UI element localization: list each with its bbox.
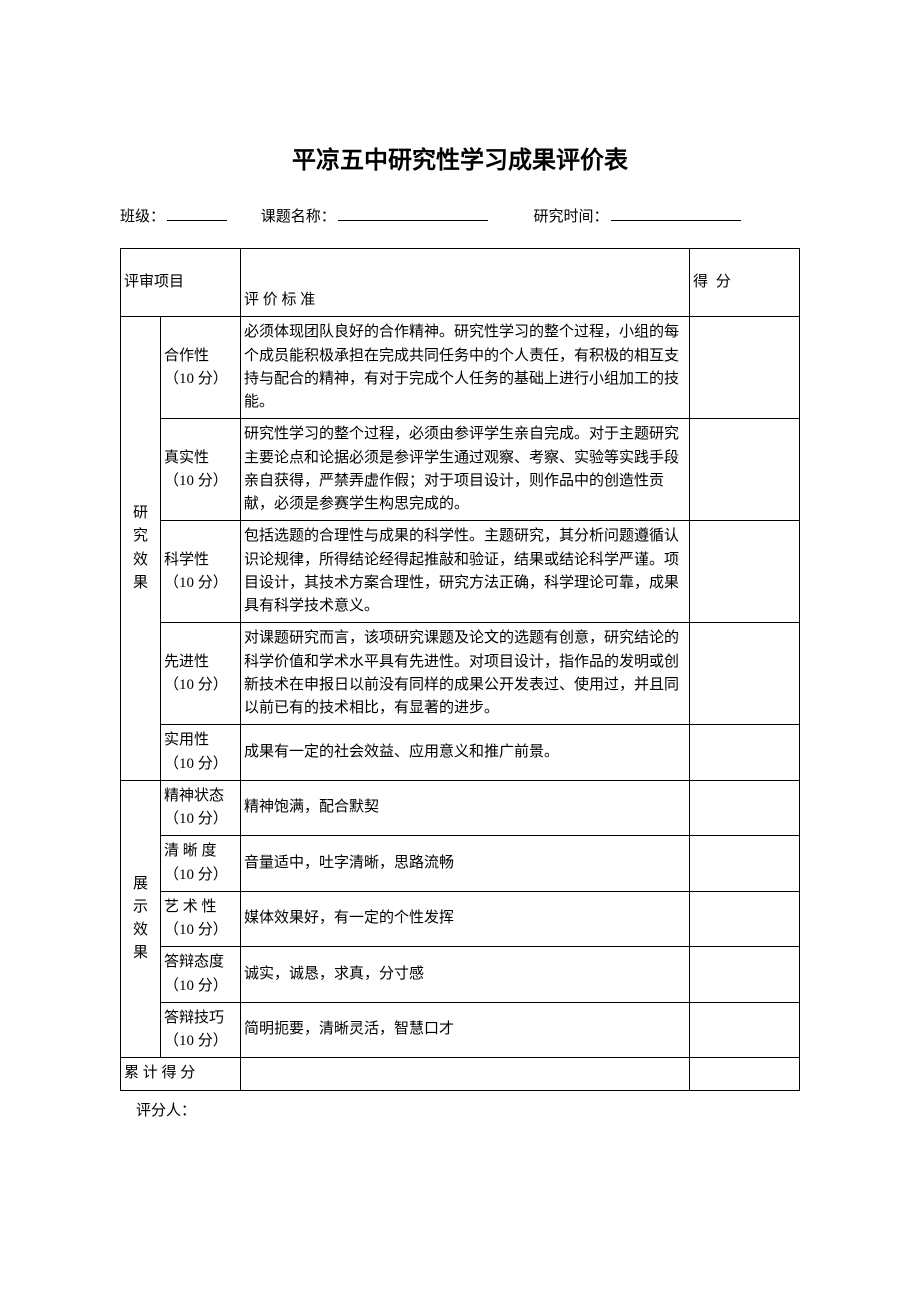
standard-cell: 研究性学习的整个过程，必须由参评学生亲自完成。对于主题研究主要论点和论据必须是参…: [241, 419, 690, 521]
topic-blank[interactable]: [338, 220, 488, 221]
total-score-cell[interactable]: [690, 1058, 800, 1090]
score-cell[interactable]: [690, 947, 800, 1003]
item-cell: 实用性（10 分）: [161, 725, 241, 781]
item-cell: 艺 术 性（10 分）: [161, 891, 241, 947]
page: 平凉五中研究性学习成果评价表 班级： 课题名称： 研究时间： 评审项目评 价 标…: [0, 0, 920, 1302]
score-cell[interactable]: [690, 419, 800, 521]
item-cell: 答辩态度（10 分）: [161, 947, 241, 1003]
category-cell: 研究效果: [121, 317, 161, 781]
standard-cell: 简明扼要，清晰灵活，智慧口才: [241, 1002, 690, 1058]
score-cell[interactable]: [690, 623, 800, 725]
header-category: 评审项目: [121, 249, 241, 317]
standard-cell: 音量适中，吐字清晰，思路流畅: [241, 836, 690, 892]
standard-cell: 精神饱满，配合默契: [241, 780, 690, 836]
score-cell[interactable]: [690, 521, 800, 623]
document-title: 平凉五中研究性学习成果评价表: [120, 140, 800, 175]
item-cell: 真实性（10 分）: [161, 419, 241, 521]
score-cell[interactable]: [690, 725, 800, 781]
category-cell: 展示效果: [121, 780, 161, 1058]
item-cell: 先进性（10 分）: [161, 623, 241, 725]
standard-cell: 必须体现团队良好的合作精神。研究性学习的整个过程，小组的每个成员能积极承担在完成…: [241, 317, 690, 419]
standard-cell: 媒体效果好，有一定的个性发挥: [241, 891, 690, 947]
header-standard: 评 价 标 准: [241, 249, 690, 317]
score-cell[interactable]: [690, 836, 800, 892]
form-line: 班级： 课题名称： 研究时间：: [120, 205, 800, 226]
score-cell[interactable]: [690, 1002, 800, 1058]
standard-cell: 诚实，诚恳，求真，分寸感: [241, 947, 690, 1003]
score-cell[interactable]: [690, 780, 800, 836]
time-blank[interactable]: [611, 220, 741, 221]
item-cell: 合作性（10 分）: [161, 317, 241, 419]
class-blank[interactable]: [167, 220, 227, 221]
evaluation-table: 评审项目评 价 标 准得 分研究效果合作性（10 分）必须体现团队良好的合作精神…: [120, 248, 800, 1091]
standard-cell: 对课题研究而言，该项研究课题及论文的选题有创意，研究结论的科学价值和学术水平具有…: [241, 623, 690, 725]
class-label: 班级：: [120, 209, 165, 225]
item-cell: 科学性（10 分）: [161, 521, 241, 623]
header-score: 得 分: [690, 249, 800, 317]
standard-cell: 包括选题的合理性与成果的科学性。主题研究，其分析问题遵循认识论规律，所得结论经得…: [241, 521, 690, 623]
item-cell: 答辩技巧（10 分）: [161, 1002, 241, 1058]
total-std-blank: [241, 1058, 690, 1090]
item-cell: 清 晰 度（10 分）: [161, 836, 241, 892]
score-cell[interactable]: [690, 891, 800, 947]
standard-cell: 成果有一定的社会效益、应用意义和推广前景。: [241, 725, 690, 781]
score-cell[interactable]: [690, 317, 800, 419]
scorer-label: 评分人：: [120, 1099, 800, 1120]
topic-label: 课题名称：: [261, 209, 336, 225]
total-label: 累 计 得 分: [121, 1058, 241, 1090]
item-cell: 精神状态（10 分）: [161, 780, 241, 836]
time-label: 研究时间：: [534, 209, 609, 225]
